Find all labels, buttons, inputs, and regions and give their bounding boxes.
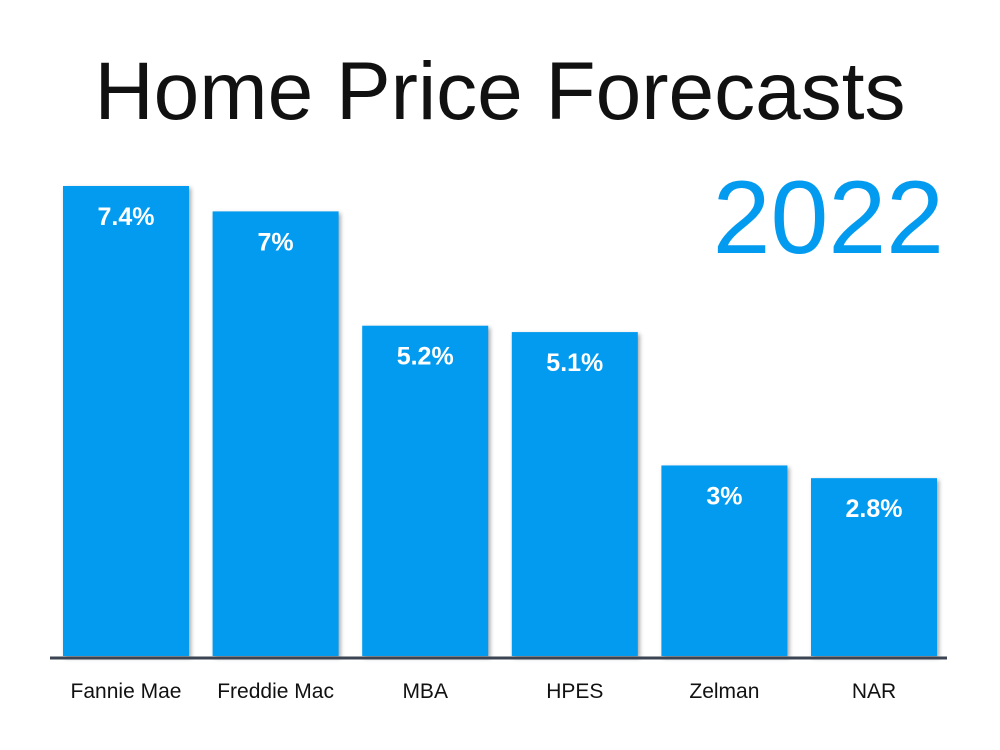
value-label-2: 5.2% — [397, 343, 454, 371]
bars-layer — [63, 186, 937, 657]
bar-5 — [811, 478, 937, 656]
value-label-5: 2.8% — [846, 495, 903, 523]
bar-0 — [63, 186, 189, 656]
x-tick-label-1: Freddie Mac — [217, 680, 334, 703]
bar-1 — [212, 211, 339, 657]
x-tick-label-4: Zelman — [689, 680, 759, 703]
value-label-0: 7.4% — [98, 203, 155, 231]
x-tick-label-2: MBA — [402, 680, 448, 703]
x-tick-label-3: HPES — [546, 680, 603, 703]
labels-layer: 7.4% Fannie Mae 7% Freddie Mac 5.2% MBA 5.1% HP… — [71, 203, 903, 703]
bar-3 — [511, 332, 638, 656]
value-label-3: 5.1% — [546, 349, 603, 377]
value-label-1: 7% — [258, 228, 294, 256]
chart-subtitle: 2022 — [712, 160, 944, 276]
x-tick-label-5: NAR — [852, 680, 896, 703]
bar-2 — [362, 325, 489, 656]
x-tick-label-0: Fannie Mae — [71, 680, 182, 703]
chart-title: Home Price Forecasts — [94, 46, 906, 137]
bar-4 — [661, 465, 788, 656]
value-label-4: 3% — [706, 482, 742, 510]
